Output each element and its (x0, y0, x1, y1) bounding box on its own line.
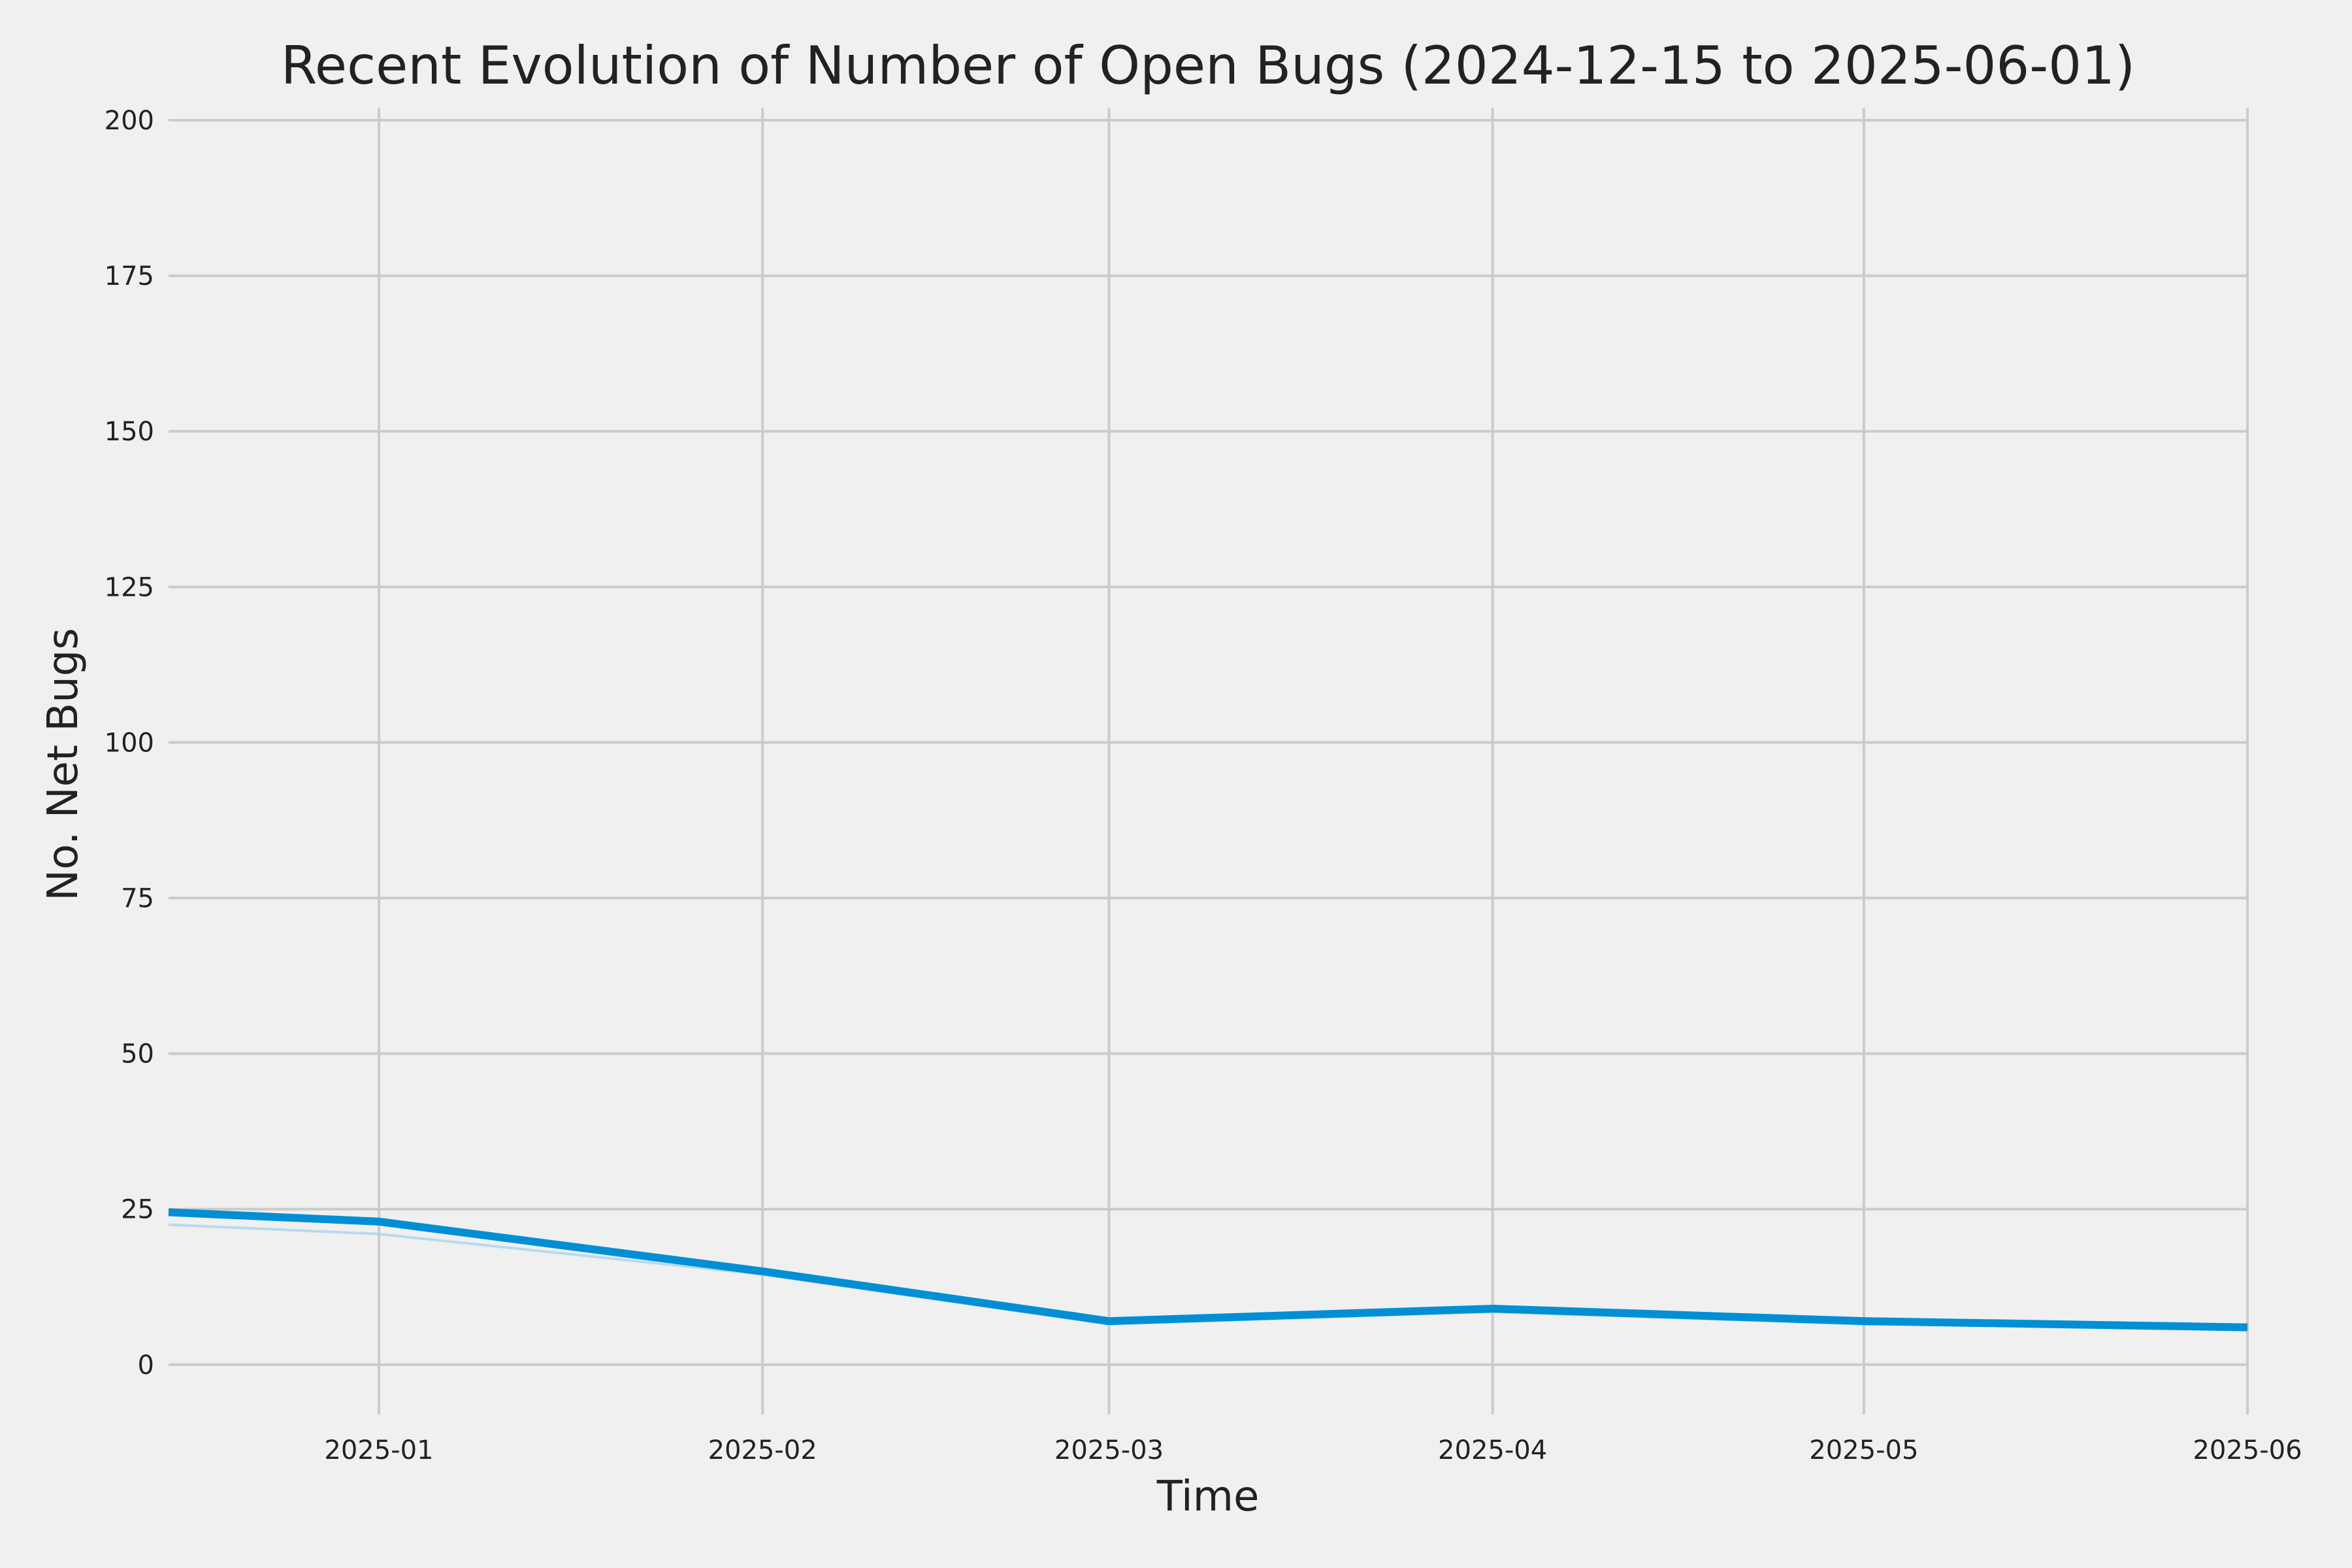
x-tick-label: 2025-03 (1054, 1435, 1164, 1465)
y-tick-label: 200 (105, 106, 154, 136)
x-tick-label: 2025-06 (2193, 1435, 2302, 1465)
x-tick-label: 2025-04 (1438, 1435, 1547, 1465)
series-lines (168, 1208, 2248, 1331)
y-tick-label: 50 (121, 1039, 154, 1070)
series-line-0 (168, 1208, 2248, 1331)
x-tick-label: 2025-01 (324, 1435, 433, 1465)
y-axis-label: No. Net Bugs (39, 628, 88, 901)
y-tick-label: 25 (121, 1195, 154, 1225)
y-tick-label: 125 (105, 572, 154, 602)
y-axis-ticks: 0 25 50 75 100 125 150 175 200 (105, 106, 154, 1380)
x-axis-ticks: 2025-01 2025-02 2025-03 2025-04 2025-05 2025-… (324, 1435, 2302, 1465)
y-tick-label: 175 (105, 261, 154, 291)
grid (169, 108, 2249, 1414)
x-axis-label: Time (1156, 1473, 1260, 1521)
plot-area (169, 108, 2247, 1414)
x-tick-label: 2025-02 (708, 1435, 817, 1465)
y-tick-label: 150 (105, 417, 154, 447)
chart-title: Recent Evolution of Number of Open Bugs … (281, 35, 2135, 96)
y-tick-label: 75 (121, 884, 154, 914)
y-tick-label: 100 (105, 728, 154, 758)
y-tick-label: 0 (138, 1350, 154, 1380)
x-tick-label: 2025-05 (1809, 1435, 1918, 1465)
